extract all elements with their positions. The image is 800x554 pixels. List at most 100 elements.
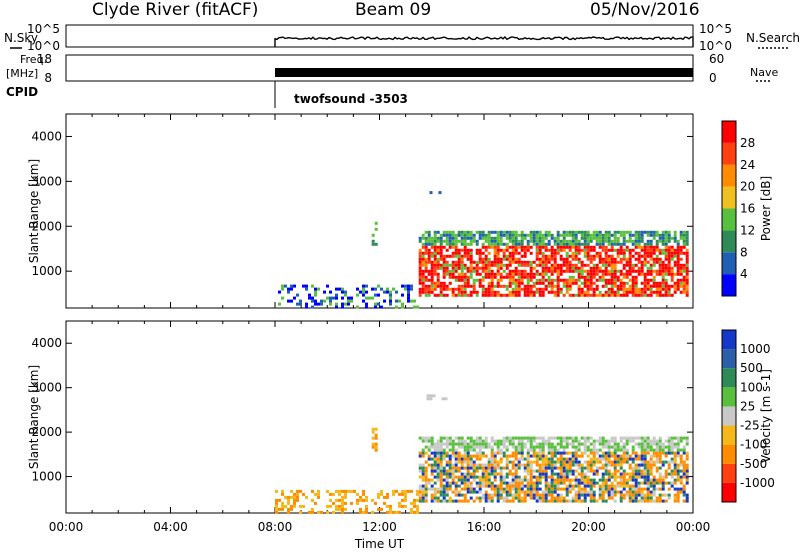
velocity-echo-cell [526,466,530,470]
velocity-echo-cell [442,436,446,440]
velocity-echo-cell [329,492,332,496]
power-echo-cell [514,233,518,237]
velocity-echo-cell [559,454,563,458]
power-echo-cell [427,284,431,288]
power-echo-cell [436,281,440,285]
velocity-echo-cell [344,495,347,499]
velocity-echo-cell [586,454,590,458]
velocity-echo-cell [613,457,617,461]
velocity-echo-cell [523,484,527,488]
velocity-echo-cell [625,451,629,455]
velocity-region [275,489,419,514]
power-echo-cell [418,272,422,276]
velocity-echo-cell [430,478,434,482]
velocity-echo-cell [439,472,443,476]
velocity-echo-cell [532,481,536,485]
velocity-echo-cell [682,490,686,494]
velocity-echo-cell [562,436,566,440]
velocity-echo-cell [463,481,467,485]
power-echo-cell [439,236,443,240]
velocity-echo-cell [421,439,425,443]
velocity-echo-cell [652,484,656,488]
velocity-echo-cell [448,481,452,485]
power-echo-cell [433,239,437,243]
velocity-echo-cell [538,499,542,503]
velocity-echo-cell [616,475,620,479]
velocity-echo-cell [553,445,557,449]
power-echo-cell [514,230,518,234]
power-echo-cell [395,299,398,303]
power-echo-cell [631,293,635,297]
power-echo-cell [658,257,662,261]
power-echo-cell [649,233,653,237]
power-echo-cell [667,290,671,294]
noise-tick-right: 10^5 [699,22,732,36]
power-colorbar-tick-label: 16 [740,202,755,216]
velocity-echo-cell [661,460,665,464]
power-echo-cell [643,290,647,294]
power-echo-cell [424,239,428,243]
power-echo-cell [583,290,587,294]
velocity-echo-cell [643,478,647,482]
velocity-echo-cell [640,442,644,446]
power-echo-cell [508,260,512,264]
velocity-echo-cell [685,457,689,461]
velocity-echo-cell [311,507,314,511]
power-echo-cell [538,278,542,282]
velocity-echo-cell [637,490,641,494]
power-echo-cell [424,269,428,273]
power-echo-cell [517,272,521,276]
velocity-echo-cell [556,466,560,470]
power-echo-cell [430,284,434,288]
power-echo-cell [421,272,425,276]
power-echo-cell [565,233,569,237]
power-echo-cell [487,236,491,240]
velocity-echo-cell [595,439,599,443]
velocity-echo-cell [463,484,467,488]
power-echo-cell [493,275,497,279]
velocity-echo-cell [610,451,614,455]
power-echo-cell [685,254,689,258]
power-echo-cell [676,248,680,252]
power-echo-cell [592,254,596,258]
velocity-echo-cell [634,475,638,479]
power-echo-cell [607,278,611,282]
velocity-echo-cell [427,481,431,485]
power-echo-cell [526,242,530,246]
power-echo-cell [433,251,437,255]
velocity-echo-cell [445,469,449,473]
power-echo-cell [430,245,434,249]
velocity-echo-cell [616,481,620,485]
velocity-echo-cell [517,478,521,482]
velocity-echo-cell [544,493,548,497]
velocity-echo-cell [293,501,296,505]
power-echo-cell [496,272,500,276]
power-echo-cell [613,272,617,276]
velocity-echo-cell [580,463,584,467]
power-echo-cell [649,230,653,234]
velocity-echo-cell [481,466,485,470]
velocity-echo-cell [565,460,569,464]
velocity-echo-cell [439,451,443,455]
velocity-echo-cell [371,442,375,446]
power-echo-cell [592,290,596,294]
velocity-echo-cell [442,493,446,497]
velocity-echo-cell [610,481,614,485]
velocity-echo-cell [487,442,491,446]
power-echo-cell [538,245,542,249]
power-echo-cell [454,263,458,267]
power-echo-cell [598,260,602,264]
power-echo-cell [655,242,659,246]
power-echo-cell [448,272,452,276]
power-echo-cell [478,236,482,240]
velocity-echo-cell [613,445,617,449]
power-echo-cell [421,284,425,288]
power-echo-cell [571,269,575,273]
power-echo-cell [559,248,563,252]
power-echo-cell [619,245,623,249]
velocity-echo-cell [469,484,473,488]
power-echo-cell [550,254,554,258]
velocity-echo-cell [628,499,632,503]
power-echo-cell [451,263,455,267]
power-echo-cell [475,239,479,243]
